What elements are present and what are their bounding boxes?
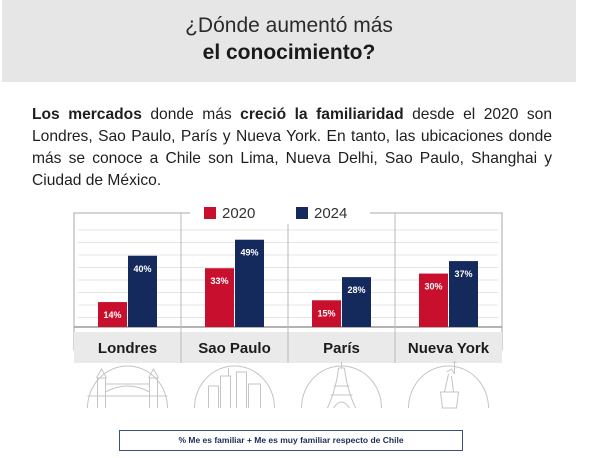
category-label: París xyxy=(323,340,360,357)
sao-paulo-skyline-icon xyxy=(194,365,275,409)
bar-2020-3 xyxy=(419,273,448,327)
title-line-2: el conocimiento? xyxy=(202,41,376,64)
category-label: Nueva York xyxy=(408,340,490,357)
eiffel-tower-icon xyxy=(301,362,382,409)
data-label: 40% xyxy=(133,264,151,274)
legend-label: 2020 xyxy=(222,205,255,222)
data-label: 28% xyxy=(347,285,365,295)
intro-bold-2: creció la familiaridad xyxy=(240,106,404,123)
data-label: 15% xyxy=(317,308,335,318)
bar-2020-2 xyxy=(312,300,341,327)
icon-lines xyxy=(208,368,261,408)
bar-2024-0 xyxy=(128,255,157,327)
london-bridge-icon xyxy=(87,365,168,409)
legend-box xyxy=(190,204,370,224)
bar-2024-3 xyxy=(449,261,478,327)
bar-2024-1 xyxy=(235,239,264,327)
data-label: 49% xyxy=(240,248,258,258)
category-label: Londres xyxy=(98,340,157,357)
icon-arc xyxy=(87,365,168,409)
data-label: 37% xyxy=(454,269,472,279)
category-label: Sao Paulo xyxy=(198,340,271,357)
bar-2020-1 xyxy=(205,268,234,327)
bar-2020-0 xyxy=(98,302,127,327)
title-banner: ¿Dónde aumentó más el conocimiento? xyxy=(2,0,576,82)
icon-arc xyxy=(408,365,489,409)
intro-paragraph: Los mercados donde más creció la familia… xyxy=(32,104,552,192)
statue-of-liberty-icon xyxy=(408,361,489,409)
intro-text-1: donde más xyxy=(141,106,241,123)
icon-lines xyxy=(87,367,168,408)
data-label: 14% xyxy=(103,310,121,320)
legend-swatch xyxy=(296,207,308,219)
icon-lines xyxy=(439,361,460,409)
data-label: 30% xyxy=(424,282,442,292)
icon-arc xyxy=(194,365,275,409)
legend-label: 2024 xyxy=(314,205,347,222)
data-label: 33% xyxy=(210,276,228,286)
legend-swatch xyxy=(204,207,216,219)
footnote-box: % Me es familiar + Me es muy familiar re… xyxy=(119,430,463,451)
intro-text-2: desde el 2020 son Londres, Sao Paulo, Pa… xyxy=(32,106,553,189)
icon-lines xyxy=(327,362,356,409)
intro-bold-1: Los mercados xyxy=(32,106,142,123)
title-line-1: ¿Dónde aumentó más xyxy=(185,14,393,37)
bar-2024-2 xyxy=(342,277,371,327)
